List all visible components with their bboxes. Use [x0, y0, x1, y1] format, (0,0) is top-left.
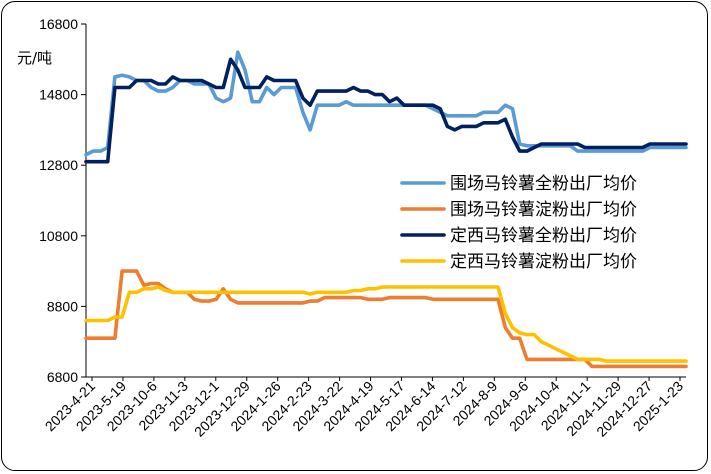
legend-label-1: 围场马铃薯全粉出厂均价 [450, 174, 637, 194]
y-tick-label: 6800 [47, 369, 78, 385]
legend-label-4: 定西马铃薯淀粉出厂均价 [450, 252, 637, 272]
legend-label-3: 定西马铃薯全粉出厂均价 [450, 226, 637, 246]
legend-label-2: 围场马铃薯淀粉出厂均价 [450, 200, 637, 220]
y-unit-label: 元/吨 [17, 49, 52, 67]
series-line-1 [84, 50, 688, 157]
series-line-4 [84, 285, 688, 363]
legend: 围场马铃薯全粉出厂均价围场马铃薯淀粉出厂均价定西马铃薯全粉出厂均价定西马铃薯淀粉… [400, 174, 637, 272]
y-tick-label: 16800 [39, 16, 78, 32]
y-tick-label: 10800 [39, 228, 78, 244]
y-tick-labels: 6800 8800 10800 12800 14800 16800 [39, 16, 78, 385]
series-line-3 [84, 57, 688, 164]
axes [81, 23, 686, 381]
y-tick-label: 12800 [39, 157, 78, 173]
x-tick-labels: 2023-4-212023-5-192023-10-62023-11-32023… [42, 378, 687, 440]
y-tick-label: 14800 [39, 87, 78, 103]
series-lines [84, 50, 688, 369]
y-tick-label: 8800 [47, 298, 78, 314]
